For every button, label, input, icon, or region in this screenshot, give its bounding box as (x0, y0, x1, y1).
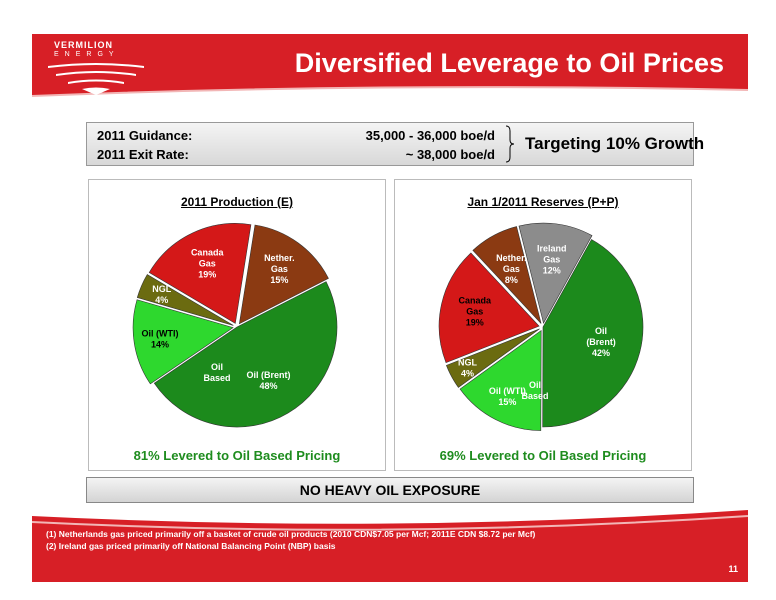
page-title: Diversified Leverage to Oil Prices (294, 48, 724, 78)
pie-label: NGL 4% (152, 284, 172, 305)
brace-icon (505, 125, 515, 163)
pie-slice-ireland-gas (518, 222, 593, 324)
pie-slice-oil-wti (459, 329, 542, 431)
pie-label: Oil (WTI) 15% (489, 386, 526, 407)
pie-label: Nether. Gas 8% (496, 253, 527, 285)
pie-label: NGL 4% (458, 358, 478, 379)
exit-rate-label: 2011 Exit Rate: (97, 147, 189, 162)
logo-subword: ENERGY (54, 51, 120, 58)
production-chart-title: 2011 Production (E) (180, 195, 294, 209)
pie-slice-canada-gas (438, 252, 540, 363)
production-footer: 81% Levered to Oil Based Pricing (133, 448, 341, 463)
production-pie-chart: Oil (Brent) 48% Oil (WTI) 14% NGL 4% Canada Gas… (132, 223, 338, 428)
pie-label: Oil (Brent) 48% (247, 370, 291, 391)
footnote-1: (1) Netherlands gas priced primarily off… (46, 529, 536, 539)
guidance-value: 35,000 - 36,000 boe/d (365, 128, 495, 143)
guidance-box: 2011 Guidance: 35,000 - 36,000 boe/d 201… (86, 122, 704, 166)
growth-target: Targeting 10% Growth (525, 134, 705, 153)
slide: VERMILION ENERGY Diversified Leverage to… (32, 34, 748, 582)
reserves-pie-chart: Oil (Brent) 42% Oil (WTI) 15% NGL 4% Canada Gas 1… (438, 222, 644, 431)
logo-wordmark: VERMILION (54, 40, 114, 50)
pie-label: Canada Gas 19% (458, 295, 492, 327)
pie-slice-ngl (445, 328, 540, 388)
exit-rate-value: ~ 38,000 boe/d (405, 147, 495, 162)
pie-slice-oil-wti (132, 299, 234, 385)
footer-band (32, 510, 748, 582)
no-heavy-oil-banner: NO HEAVY OIL EXPOSURE (86, 477, 694, 503)
footnote-2: (2) Ireland gas priced primarily off Nat… (46, 541, 336, 551)
oil-based-annotation: Oil Based (203, 362, 230, 383)
reserves-footer: 69% Levered to Oil Based Pricing (439, 448, 647, 463)
pie-slice-ngl (136, 274, 234, 326)
pie-slice-nether-gas (238, 224, 329, 325)
pie-label: Canada Gas 19% (191, 248, 225, 280)
pie-slice-oil-brent (542, 239, 644, 428)
pie-label: Oil (Brent) 42% (586, 326, 616, 358)
pie-label: Ireland Gas 12% (537, 244, 567, 276)
footnotes: (1) Netherlands gas priced primarily off… (46, 528, 535, 552)
header-stripe (32, 86, 748, 104)
page-number: 11 (728, 564, 738, 574)
pie-slice-nether-gas (472, 226, 542, 324)
logo-swoosh-icon (48, 63, 144, 95)
reserves-panel: Jan 1/2011 Reserves (P+P) Oil (Brent) 42% O… (394, 179, 692, 471)
pie-label: Oil (WTI) 14% (141, 329, 178, 350)
header-banner: VERMILION ENERGY Diversified Leverage to… (32, 34, 748, 104)
reserves-chart-title: Jan 1/2011 Reserves (P+P) (467, 195, 619, 209)
guidance-label: 2011 Guidance: (97, 128, 193, 143)
pie-slice-oil-brent (153, 281, 338, 428)
pie-label: Nether. Gas 15% (264, 253, 295, 285)
pie-slice-canada-gas (148, 223, 252, 324)
production-panel: 2011 Production (E) Oil (Brent) 48% Oil (W… (88, 179, 386, 471)
oil-based-annotation: Oil Based (521, 380, 548, 401)
